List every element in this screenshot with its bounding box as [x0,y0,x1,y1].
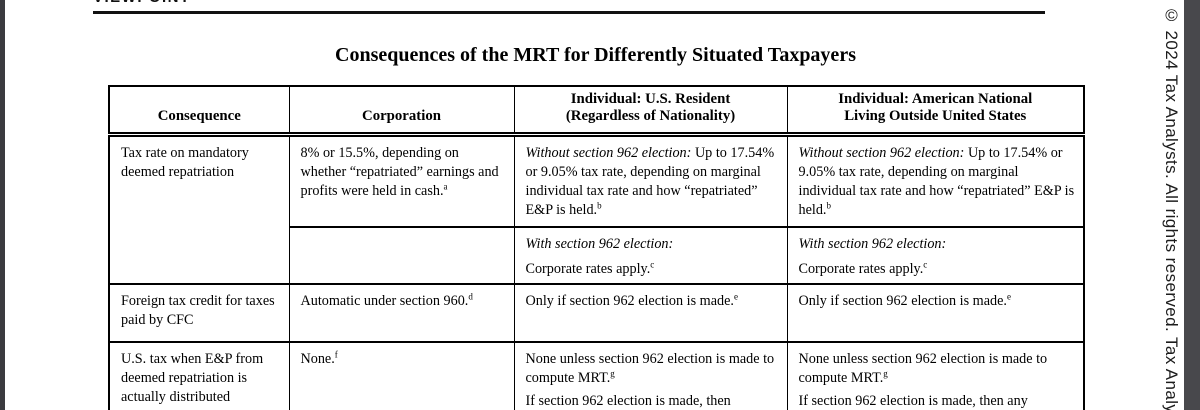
cell-lead-italic: Without section 962 election: [798,145,965,161]
header-line: Individual: American National [838,91,1033,107]
cell-text: Corporate rates apply. [525,260,651,277]
cell-empty-corporation [288,225,515,285]
cell-ftc-us-resident: Only if section 962 election is made.e [513,282,788,343]
cell-paragraph: None unless section 962 election is made… [799,350,1076,388]
column-header-nonresident: Individual: American National Living Outs… [786,85,1085,137]
cell-lead-italic: Without section 962 election: [525,145,692,161]
cell-text: Up to 17.54% or 9.05% tax rate, dependin… [525,145,775,218]
header-row: Consequence Corporation Individual: U.S.… [108,85,1085,137]
cell-election-us-resident: With section 962 election: Corporate rat… [513,225,788,285]
cell-paragraph: If section 962 election is made, then [525,392,731,409]
cell-tax-rate-nonresident: Without section 962 election: Up to 17.5… [786,133,1085,228]
footnote-marker: e [733,290,738,301]
cell-distribution-corporation: None.f [288,340,515,410]
cell-tax-rate-consequence: Tax rate on mandatory deemed repatriatio… [108,133,290,285]
row-tax-rate-with-election: With section 962 election: Corporate rat… [109,225,1085,285]
cell-ftc-nonresident: Only if section 962 election is made.e [786,282,1085,343]
masthead-rule [93,11,1045,14]
mrt-consequences-table: Consequence Corporation Individual: U.S.… [108,85,1085,410]
window-left-edge [0,0,5,410]
cell-lead-italic: With section 962 election: [798,235,947,252]
footnote-marker: c [650,258,655,269]
row-actual-distribution: U.S. tax when E&P from deemed repatriati… [108,340,1085,410]
cell-tax-rate-us-resident: Without section 962 election: Up to 17.5… [513,133,788,228]
header-line: Individual: U.S. Resident [570,91,731,107]
footnote-marker: b [597,200,602,211]
cell-lead-italic: With section 962 election: [525,235,674,252]
footnote-marker: a [443,181,448,192]
column-header-corporation: Corporation [288,85,515,137]
cell-text: Only if section 962 election is made. [525,292,734,309]
column-header-consequence: Consequence [108,85,290,137]
header-line: Consequence [157,108,241,124]
footnote-marker: g [610,367,615,378]
cell-paragraph: If section 962 election is made, then an… [798,392,1028,409]
header-line: Corporation [362,108,441,124]
cell-ftc-corporation: Automatic under section 960.d [288,282,515,343]
cell-paragraph: Corporate rates apply.c [525,258,779,279]
cell-tax-rate-corporation: 8% or 15.5%, depending on whether “repat… [288,133,515,228]
cell-distribution-consequence: U.S. tax when E&P from deemed repatriati… [108,340,290,410]
row-tax-rate: Tax rate on mandatory deemed repatriatio… [108,133,1085,285]
footnote-marker: b [826,200,831,211]
footnote-marker: d [468,290,473,301]
copyright-sidebar-text: © 2024 Tax Analysts. All rights reserved… [1162,6,1181,410]
footnote-marker: e [1006,290,1011,301]
cell-text: Up to 17.54% or 9.05% tax rate, dependin… [798,145,1075,218]
cell-text: None unless section 962 election is made… [525,350,775,386]
table-title: Consequences of the MRT for Differently … [335,44,856,66]
cell-ftc-consequence: Foreign tax credit for taxes paid by CFC [108,282,290,343]
cell-text: Only if section 962 election is made. [798,292,1007,309]
cell-distribution-us-resident: None unless section 962 election is made… [513,340,788,410]
cell-text: Automatic under section 960. [300,292,469,309]
header-line: (Regardless of Nationality) [565,108,736,124]
column-header-us-resident: Individual: U.S. Resident (Regardless of … [513,85,788,137]
row-foreign-tax-credit: Foreign tax credit for taxes paid by CFC… [108,282,1085,343]
cell-paragraph: Corporate rates apply.c [798,258,1076,279]
cell-paragraph: None unless section 962 election is made… [526,350,779,388]
footnote-marker: c [923,258,928,269]
masthead-section-label: VIEWPOINT [93,0,191,6]
cell-text: 8% or 15.5%, depending on whether “repat… [300,145,499,199]
cell-distribution-nonresident: None unless section 962 election is made… [786,340,1085,410]
cell-text: None. [300,350,335,367]
cell-election-nonresident: With section 962 election: Corporate rat… [786,225,1085,285]
footnote-marker: g [883,367,888,378]
cell-text: Corporate rates apply. [798,260,924,277]
footnote-marker: f [334,348,338,359]
cell-text: None unless section 962 election is made… [798,350,1048,386]
header-line: Living Outside United States [844,108,1027,124]
scrollbar[interactable] [1184,0,1200,410]
